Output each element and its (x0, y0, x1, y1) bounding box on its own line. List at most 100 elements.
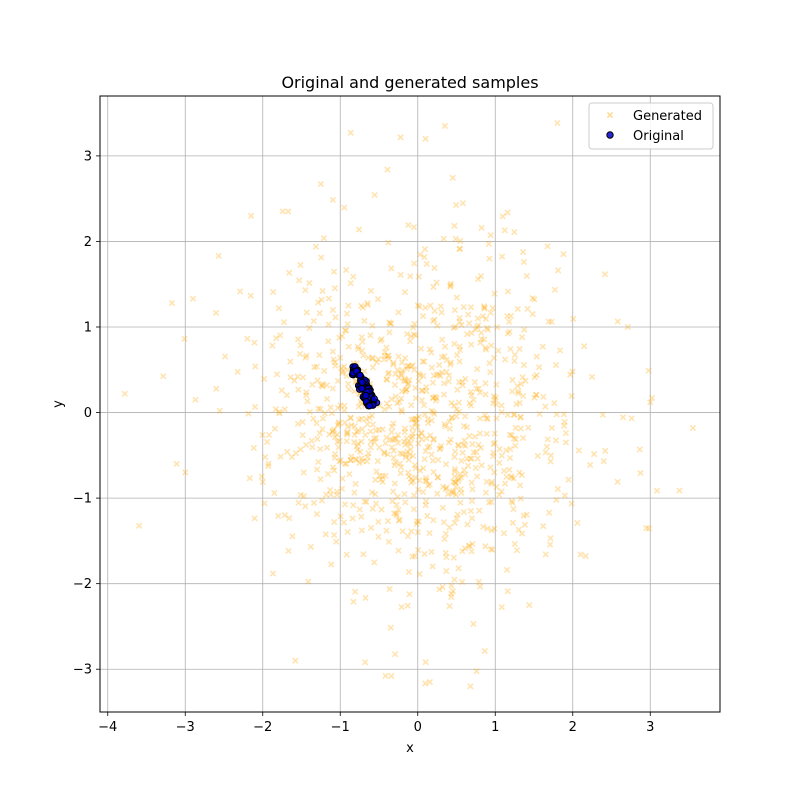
generated-point (476, 415, 484, 422)
generated-point (476, 430, 484, 437)
generated-point (383, 376, 391, 384)
generated-point (251, 515, 258, 522)
generated-point (394, 493, 401, 500)
generated-point (438, 369, 446, 376)
generated-point (355, 416, 363, 423)
generated-point (535, 364, 543, 371)
generated-point (422, 135, 429, 142)
generated-point (482, 489, 490, 496)
generated-point (431, 307, 438, 315)
generated-point (221, 353, 229, 360)
generated-point (458, 321, 465, 329)
generated-point (386, 403, 393, 411)
generated-point (368, 412, 376, 419)
generated-point (350, 273, 357, 280)
generated-point (445, 372, 453, 379)
generated-point (399, 367, 406, 374)
generated-point (511, 351, 519, 359)
generated-point (539, 343, 546, 350)
generated-point (295, 386, 302, 393)
generated-point (437, 442, 445, 450)
generated-point (336, 437, 343, 445)
generated-point (614, 318, 621, 325)
generated-point (491, 430, 498, 437)
generated-point (496, 445, 503, 453)
generated-point (338, 485, 346, 492)
generated-point (648, 394, 656, 402)
generated-point (515, 388, 522, 395)
generated-point (548, 424, 556, 432)
generated-point (516, 469, 523, 476)
generated-point (135, 522, 143, 529)
generated-point (408, 363, 415, 370)
generated-point (477, 444, 485, 451)
generated-point (404, 381, 412, 388)
generated-point (491, 439, 499, 447)
generated-point (381, 406, 388, 413)
generated-point (383, 400, 391, 407)
generated-point (321, 367, 328, 375)
generated-point (295, 499, 302, 506)
generated-point (560, 251, 567, 258)
generated-point (432, 393, 439, 400)
generated-point (378, 336, 385, 343)
generated-point (215, 252, 222, 260)
generated-point (470, 396, 477, 403)
generated-point (405, 362, 412, 369)
generated-point (409, 553, 416, 560)
generated-point (476, 389, 484, 396)
generated-point (319, 383, 326, 390)
generated-point (468, 515, 476, 522)
generated-point (325, 321, 332, 328)
generated-point (526, 601, 533, 609)
generated-point (459, 548, 466, 555)
generated-point (475, 385, 482, 392)
generated-point (506, 466, 513, 473)
generated-point (411, 320, 418, 328)
generated-point (435, 456, 442, 463)
generated-point (360, 352, 367, 359)
generated-point (414, 302, 422, 309)
generated-point (477, 583, 484, 590)
generated-point (390, 361, 397, 368)
generated-point (350, 598, 357, 605)
generated-point (429, 394, 436, 402)
generated-point (457, 485, 464, 493)
generated-point (287, 358, 294, 365)
generated-point (472, 326, 479, 333)
generated-point (448, 582, 455, 589)
generated-point (375, 356, 382, 363)
generated-point (341, 204, 348, 211)
generated-point (341, 460, 349, 467)
generated-point (437, 372, 444, 380)
generated-point (561, 418, 568, 426)
generated-point (272, 405, 279, 413)
generated-point (265, 462, 272, 470)
generated-point (561, 492, 568, 499)
generated-point (628, 415, 635, 422)
generated-point (422, 502, 429, 509)
generated-point (430, 394, 437, 401)
generated-point (448, 414, 455, 422)
generated-point (354, 446, 361, 453)
generated-point (408, 333, 415, 340)
generated-point (437, 445, 444, 452)
generated-point (501, 480, 509, 487)
generated-point (347, 280, 354, 287)
generated-point (362, 594, 369, 602)
generated-point (490, 449, 497, 456)
generated-point (336, 334, 343, 341)
generated-point (409, 478, 417, 485)
y-axis-ticks: −3 −2 −1 0 1 2 3 (73, 149, 100, 678)
generated-point (403, 365, 410, 372)
generated-point (391, 651, 399, 658)
generated-point (367, 438, 375, 445)
generated-point (387, 624, 394, 631)
x-tick-label: −1 (331, 720, 350, 735)
generated-point (398, 369, 405, 377)
generated-point (453, 413, 460, 420)
generated-point (422, 680, 429, 687)
generated-point (316, 310, 323, 317)
generated-point (443, 368, 450, 376)
generated-point (434, 474, 442, 481)
